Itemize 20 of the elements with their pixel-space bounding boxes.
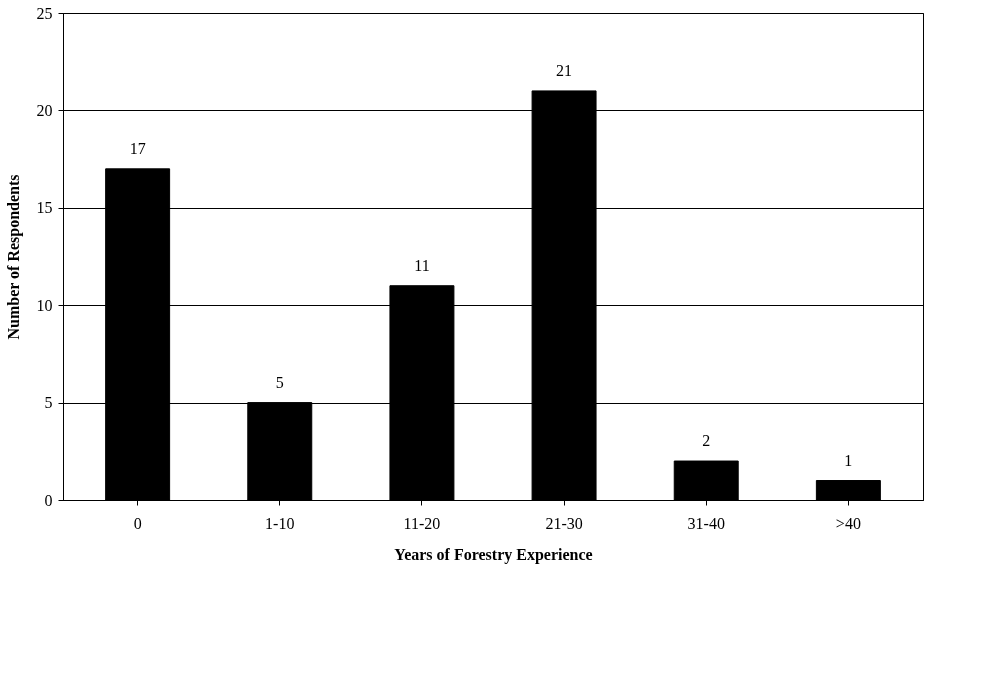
- data-label: 21: [556, 61, 573, 79]
- data-label: 2: [702, 432, 711, 450]
- x-tick-label: >40: [835, 514, 861, 532]
- y-tick-label: 15: [36, 199, 53, 217]
- y-axis-title: Number of Respondents: [4, 174, 23, 340]
- y-tick-label: 5: [44, 394, 53, 412]
- x-axis-title: Years of Forestry Experience: [394, 545, 593, 564]
- data-label: 11: [414, 256, 430, 274]
- data-label: 17: [129, 139, 146, 157]
- y-tick-label: 20: [36, 101, 53, 119]
- x-tick-label: 21-30: [545, 514, 583, 532]
- x-tick-label: 11-20: [403, 514, 441, 532]
- data-label: 1: [844, 451, 853, 469]
- x-tick-label: 0: [133, 514, 142, 532]
- x-tick-label: 31-40: [687, 514, 725, 532]
- x-tick-label: 1-10: [265, 514, 295, 532]
- y-tick-label: 10: [36, 296, 53, 314]
- y-tick-label: 25: [36, 4, 53, 22]
- y-tick-label: 0: [44, 491, 53, 509]
- data-label: 5: [275, 373, 284, 391]
